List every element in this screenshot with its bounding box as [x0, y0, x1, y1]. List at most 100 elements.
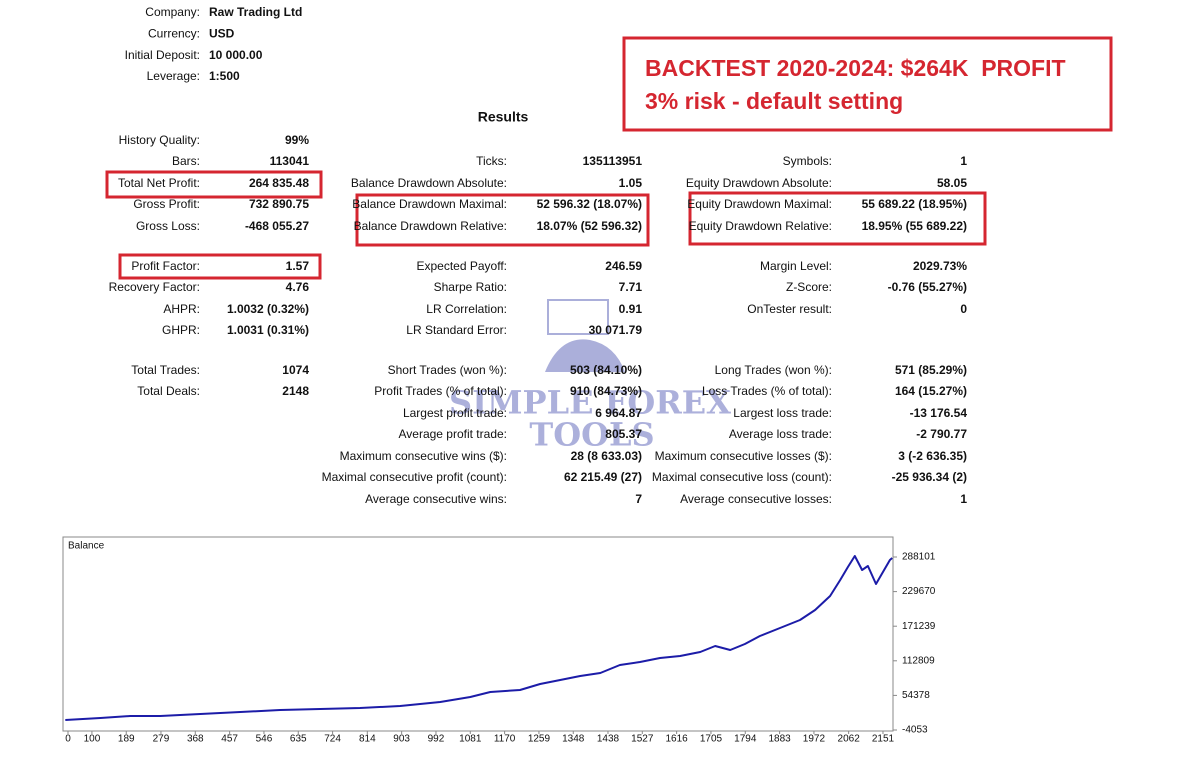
x-tick-label: 1527: [631, 734, 654, 745]
result-label: Z-Score:: [786, 280, 832, 294]
result-value: 1.0032 (0.32%): [227, 302, 309, 316]
result-value: 113041: [270, 154, 310, 168]
x-tick-label: 1705: [700, 734, 723, 745]
chart-frame: [62, 536, 894, 732]
watermark: SIMPLE FOREX: [449, 384, 731, 422]
result-label: Total Net Profit:: [118, 176, 200, 190]
result-value: -2 790.77: [916, 427, 967, 441]
x-tick-label: 2151: [872, 734, 895, 745]
y-tick-label: 171239: [902, 621, 936, 632]
result-label: Maximum consecutive losses ($):: [655, 449, 832, 463]
result-label: Largest loss trade:: [733, 406, 832, 420]
result-value: 6 964.87: [595, 406, 642, 420]
result-value: 246.59: [605, 259, 642, 273]
result-value: 4.76: [286, 280, 310, 294]
result-label: Equity Drawdown Relative:: [689, 219, 832, 233]
result-label: Largest profit trade:: [403, 406, 507, 420]
banner-box: [622, 36, 1113, 132]
result-label: Symbols:: [783, 154, 832, 168]
header-value: USD: [209, 26, 235, 40]
x-tick-label: 1794: [734, 734, 757, 745]
result-label: Loss Trades (% of total):: [702, 384, 832, 398]
result-value: -468 055.27: [245, 219, 309, 233]
result-value: 7: [635, 492, 642, 506]
x-tick-label: 0: [65, 734, 71, 745]
y-tick-label: 54378: [902, 690, 930, 701]
x-tick-label: 546: [256, 734, 273, 745]
result-label: Total Trades:: [131, 363, 200, 377]
result-value: 0.91: [619, 302, 643, 316]
result-value: 0: [960, 302, 967, 316]
result-label: Balance Drawdown Maximal:: [352, 197, 507, 211]
y-tick-label: -4053: [902, 725, 928, 736]
result-label: Gross Loss:: [136, 219, 200, 233]
result-value: 52 596.32 (18.07%): [537, 197, 642, 211]
highlight-box: [355, 193, 650, 247]
x-tick-label: 1438: [597, 734, 620, 745]
result-label: Margin Level:: [760, 259, 832, 273]
result-value: -13 176.54: [910, 406, 968, 420]
x-tick-label: 457: [221, 734, 238, 745]
result-value: 30 071.79: [589, 323, 643, 337]
result-label: History Quality:: [119, 133, 200, 147]
header-label: Initial Deposit:: [125, 48, 200, 62]
result-value: 135113951: [583, 154, 643, 168]
result-label: GHPR:: [162, 323, 200, 337]
chart-label: Balance: [68, 541, 105, 552]
result-value: 503 (84.10%): [570, 363, 642, 377]
result-label: Average loss trade:: [729, 427, 832, 441]
highlight-box: [118, 253, 322, 280]
result-label: Balance Drawdown Absolute:: [351, 176, 507, 190]
result-label: Balance Drawdown Relative:: [354, 219, 507, 233]
result-label: Sharpe Ratio:: [434, 280, 507, 294]
y-tick-label: 288101: [902, 552, 936, 563]
result-value: 58.05: [937, 176, 967, 190]
x-tick-label: 1259: [528, 734, 551, 745]
result-label: Profit Factor:: [131, 259, 200, 273]
result-value: 55 689.22 (18.95%): [862, 197, 967, 211]
banner-line: BACKTEST 2020-2024: $264K PROFIT: [645, 55, 1066, 81]
result-label: OnTester result:: [747, 302, 832, 316]
x-tick-label: 2062: [838, 734, 861, 745]
x-tick-label: 1081: [459, 734, 482, 745]
result-value: 910 (84.73%): [570, 384, 642, 398]
highlight-box: [105, 170, 323, 199]
result-value: 1.0031 (0.31%): [227, 323, 309, 337]
x-tick-label: 1883: [768, 734, 791, 745]
balance-line: [65, 555, 893, 721]
result-label: Gross Profit:: [133, 197, 200, 211]
watermark-logo: [545, 299, 625, 372]
x-tick-label: 992: [428, 734, 445, 745]
result-label: Bars:: [172, 154, 200, 168]
header-label: Currency:: [148, 26, 200, 40]
banner-line: 3% risk - default setting: [645, 88, 903, 114]
result-label: Maximal consecutive profit (count):: [322, 470, 507, 484]
result-label: AHPR:: [163, 302, 200, 316]
result-label: Maximal consecutive loss (count):: [652, 470, 832, 484]
highlight-box: [688, 191, 987, 246]
result-value: 18.95% (55 689.22): [862, 219, 967, 233]
result-value: 1.57: [286, 259, 310, 273]
header-value: 1:500: [209, 69, 240, 83]
x-tick-label: 100: [84, 734, 101, 745]
x-tick-label: 635: [290, 734, 307, 745]
result-label: Ticks:: [476, 154, 507, 168]
x-tick-label: 1348: [562, 734, 585, 745]
result-label: Short Trades (won %):: [388, 363, 507, 377]
result-value: 571 (85.29%): [895, 363, 967, 377]
result-value: 3 (-2 636.35): [898, 449, 967, 463]
y-tick-label: 229670: [902, 586, 936, 597]
result-label: Equity Drawdown Maximal:: [687, 197, 832, 211]
result-value: 732 890.75: [249, 197, 309, 211]
result-label: LR Correlation:: [426, 302, 507, 316]
x-tick-label: 814: [359, 734, 376, 745]
result-label: Maximum consecutive wins ($):: [340, 449, 507, 463]
result-value: 99%: [285, 133, 309, 147]
x-tick-label: 368: [187, 734, 204, 745]
x-tick-label: 1616: [666, 734, 689, 745]
x-tick-label: 279: [153, 734, 170, 745]
result-value: 2029.73%: [913, 259, 967, 273]
x-tick-label: 189: [118, 734, 135, 745]
